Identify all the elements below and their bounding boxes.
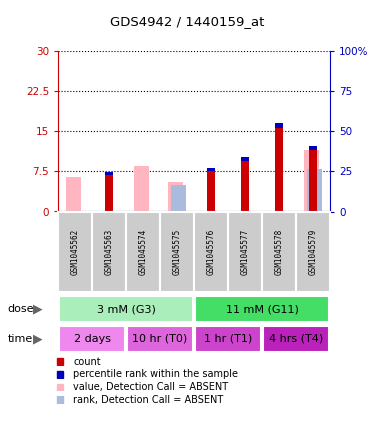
Text: percentile rank within the sample: percentile rank within the sample (73, 369, 238, 379)
FancyBboxPatch shape (59, 296, 194, 322)
Text: 3 mM (G3): 3 mM (G3) (97, 304, 156, 314)
Bar (105, 175, 113, 212)
Bar (309, 150, 317, 212)
Text: 2 days: 2 days (74, 334, 111, 344)
FancyBboxPatch shape (93, 212, 126, 292)
Bar (241, 161, 249, 212)
Bar (168, 182, 183, 212)
FancyBboxPatch shape (160, 212, 194, 292)
Bar (57, 358, 63, 365)
Text: dose: dose (8, 304, 34, 314)
FancyBboxPatch shape (262, 212, 296, 292)
Text: GSM1045577: GSM1045577 (240, 228, 249, 275)
FancyBboxPatch shape (263, 326, 329, 352)
Text: ▶: ▶ (33, 332, 42, 345)
FancyBboxPatch shape (296, 212, 330, 292)
Text: time: time (8, 334, 33, 344)
FancyBboxPatch shape (127, 326, 194, 352)
Text: count: count (73, 357, 101, 367)
Text: GSM1045578: GSM1045578 (274, 228, 284, 275)
Text: GSM1045562: GSM1045562 (70, 228, 80, 275)
Bar (304, 150, 319, 212)
Bar (66, 177, 81, 212)
Text: GSM1045579: GSM1045579 (309, 228, 318, 275)
Bar (275, 129, 283, 212)
FancyBboxPatch shape (58, 212, 92, 292)
FancyBboxPatch shape (126, 212, 160, 292)
Bar (105, 173, 113, 175)
Bar (207, 171, 215, 212)
Text: rank, Detection Call = ABSENT: rank, Detection Call = ABSENT (73, 395, 224, 405)
Text: 1 hr (T1): 1 hr (T1) (204, 334, 252, 344)
Bar (309, 146, 317, 150)
Text: GSM1045575: GSM1045575 (172, 228, 182, 275)
Text: GSM1045563: GSM1045563 (105, 228, 114, 275)
Bar (57, 384, 63, 390)
Text: GSM1045574: GSM1045574 (139, 228, 148, 275)
Text: GSM1045576: GSM1045576 (207, 228, 216, 275)
Text: 10 hr (T0): 10 hr (T0) (132, 334, 188, 344)
Text: 11 mM (G11): 11 mM (G11) (226, 304, 298, 314)
Text: GDS4942 / 1440159_at: GDS4942 / 1440159_at (110, 15, 265, 28)
Text: ▶: ▶ (33, 303, 42, 316)
Bar (241, 157, 249, 161)
Text: 4 hrs (T4): 4 hrs (T4) (269, 334, 323, 344)
Bar (307, 169, 322, 212)
Bar (57, 371, 63, 378)
Text: value, Detection Call = ABSENT: value, Detection Call = ABSENT (73, 382, 228, 392)
Bar (57, 396, 63, 403)
Bar (207, 168, 215, 171)
Bar (171, 185, 186, 212)
Bar (134, 166, 149, 212)
FancyBboxPatch shape (195, 326, 261, 352)
FancyBboxPatch shape (59, 326, 125, 352)
FancyBboxPatch shape (228, 212, 262, 292)
Bar (275, 123, 283, 129)
FancyBboxPatch shape (194, 212, 228, 292)
FancyBboxPatch shape (195, 296, 329, 322)
